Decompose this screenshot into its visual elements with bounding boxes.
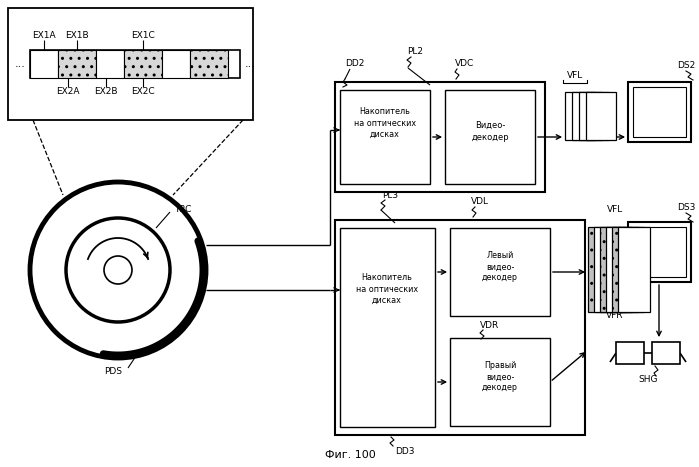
Text: декодер: декодер [482,383,518,392]
Bar [579,92,609,140]
Bar [58,50,96,78]
Text: видео-: видео- [486,373,514,382]
Text: EX2B: EX2B [94,87,117,97]
Circle shape [104,256,132,284]
Bar [8,8,253,120]
Text: на оптических: на оптических [354,119,416,127]
Text: декодер: декодер [471,133,509,142]
Text: Накопитель: Накопитель [361,274,412,283]
Bar [606,227,638,312]
Text: EX1C: EX1C [131,30,155,40]
Text: EX2A: EX2A [56,87,80,97]
Bar [30,50,240,78]
Text: декодер: декодер [482,274,518,283]
Text: EX1A: EX1A [32,30,56,40]
Text: DS2: DS2 [677,62,695,71]
Bar [633,87,686,137]
Bar [450,228,550,316]
Text: SHG: SHG [638,375,658,384]
Text: PL2: PL2 [407,48,423,57]
Text: VFR: VFR [606,311,624,319]
Bar [588,227,620,312]
Text: TRC: TRC [174,205,192,214]
Bar [628,222,691,282]
Bar [340,90,430,184]
Text: DD2: DD2 [345,59,365,69]
Text: Накопитель: Накопитель [359,107,410,116]
Text: DS3: DS3 [677,204,696,212]
Bar [30,50,58,78]
Text: VDL: VDL [471,198,489,206]
Circle shape [31,184,205,356]
Bar [628,82,691,142]
Bar [612,227,644,312]
Text: Фиг. 100: Фиг. 100 [324,450,375,460]
Text: VDR: VDR [480,320,500,330]
Bar [586,92,616,140]
Text: Правый: Правый [484,361,516,370]
Text: VFL: VFL [567,71,583,79]
Text: видео-: видео- [486,262,514,271]
Bar [340,228,435,427]
Bar [450,338,550,426]
Bar [190,50,228,78]
Bar [600,227,632,312]
Text: ...: ... [15,59,25,69]
Bar [335,220,585,435]
Bar [652,342,680,364]
Text: Левый: Левый [487,252,514,261]
Bar [616,342,644,364]
Bar [572,92,602,140]
Text: DD3: DD3 [395,446,415,455]
Text: VDC: VDC [455,59,475,69]
Text: PL3: PL3 [382,191,398,199]
Bar [633,227,686,277]
Text: VFL: VFL [607,205,623,214]
Bar [565,92,595,140]
Bar [162,50,190,78]
Text: EX1B: EX1B [65,30,89,40]
Bar [618,227,650,312]
Bar [124,50,162,78]
Text: PDS: PDS [104,368,122,376]
Bar [96,50,124,78]
Text: Видео-: Видео- [475,120,505,129]
Text: ...: ... [245,59,255,69]
Bar [445,90,535,184]
Bar [335,82,545,192]
Text: дисках: дисках [370,129,400,139]
Text: на оптических: на оптических [356,284,418,293]
Bar [594,227,626,312]
Text: EX2C: EX2C [131,87,154,97]
Text: дисках: дисках [372,296,402,304]
